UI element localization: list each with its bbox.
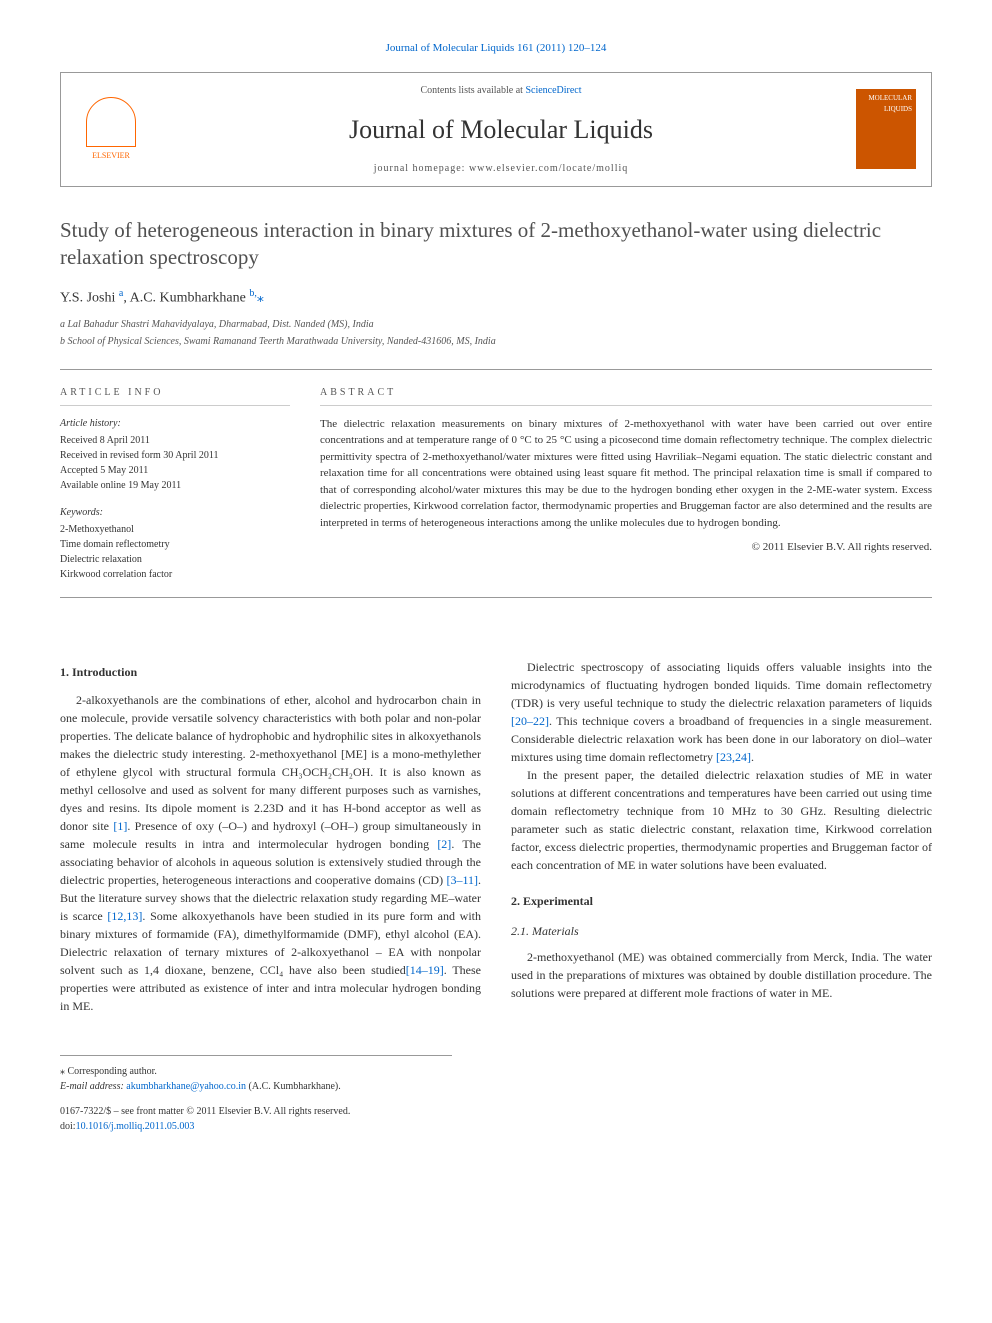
experimental-heading: 2. Experimental [511, 892, 932, 910]
email-line: E-mail address: akumbharkhane@yahoo.co.i… [60, 1079, 452, 1094]
info-abstract-row: ARTICLE INFO Article history: Received 8… [60, 369, 932, 598]
cover-text: MOLECULAR LIQUIDS [860, 93, 912, 114]
materials-heading: 2.1. Materials [511, 922, 932, 940]
email-link[interactable]: akumbharkhane@yahoo.co.in [126, 1081, 246, 1092]
affiliation-a: a Lal Bahadur Shastri Mahavidyalaya, Dha… [60, 317, 932, 332]
email-label: E-mail address: [60, 1081, 126, 1092]
abstract-heading: ABSTRACT [320, 385, 932, 406]
homepage-prefix: journal homepage: [374, 163, 469, 174]
doi-line: doi:10.1016/j.molliq.2011.05.003 [60, 1119, 452, 1134]
intro-p1a: 2-alkoxyethanols are the combinations of… [60, 693, 481, 833]
keyword-3: Dielectric relaxation [60, 552, 290, 567]
contents-prefix: Contents lists available at [420, 85, 525, 96]
author-2-aff: b, [249, 288, 257, 299]
ref-2[interactable]: [2] [437, 837, 451, 851]
history-accepted: Accepted 5 May 2011 [60, 463, 290, 478]
journal-name: Journal of Molecular Liquids [146, 110, 856, 149]
ref-3-11[interactable]: [3–11] [446, 873, 478, 887]
journal-cover-thumb: MOLECULAR LIQUIDS [856, 89, 916, 169]
keyword-2: Time domain reflectometry [60, 537, 290, 552]
abstract-copyright: © 2011 Elsevier B.V. All rights reserved… [320, 539, 932, 556]
ref-14-19[interactable]: [14–19] [406, 963, 444, 977]
history-block: Article history: Received 8 April 2011 R… [60, 416, 290, 493]
corresponding-note: ⁎ Corresponding author. [60, 1064, 452, 1079]
keywords-label: Keywords: [60, 505, 290, 520]
doi-link[interactable]: 10.1016/j.molliq.2011.05.003 [76, 1121, 195, 1132]
keyword-4: Kirkwood correlation factor [60, 567, 290, 582]
abstract-text: The dielectric relaxation measurements o… [320, 416, 932, 532]
abstract-column: ABSTRACT The dielectric relaxation measu… [320, 385, 932, 582]
intro-para-2: Dielectric spectroscopy of associating l… [511, 658, 932, 766]
author-1: Y.S. Joshi [60, 291, 119, 306]
doi-prefix: doi: [60, 1121, 76, 1132]
authors: Y.S. Joshi a, A.C. Kumbharkhane b,⁎ [60, 286, 932, 309]
intro-p2a: Dielectric spectroscopy of associating l… [511, 660, 932, 710]
journal-citation-link[interactable]: Journal of Molecular Liquids 161 (2011) … [60, 40, 932, 57]
history-received: Received 8 April 2011 [60, 433, 290, 448]
contents-line: Contents lists available at ScienceDirec… [146, 83, 856, 98]
affiliation-b: b School of Physical Sciences, Swami Ram… [60, 334, 932, 349]
history-label: Article history: [60, 416, 290, 431]
intro-para-1: 2-alkoxyethanols are the combinations of… [60, 691, 481, 1015]
history-online: Available online 19 May 2011 [60, 478, 290, 493]
ref-23-24[interactable]: [23,24] [716, 750, 751, 764]
email-suffix: (A.C. Kumbharkhane). [246, 1081, 341, 1092]
sciencedirect-link[interactable]: ScienceDirect [525, 85, 581, 96]
header-center: Contents lists available at ScienceDirec… [146, 83, 856, 176]
intro-heading: 1. Introduction [60, 663, 481, 681]
homepage-url[interactable]: www.elsevier.com/locate/molliq [469, 163, 628, 174]
homepage-line: journal homepage: www.elsevier.com/locat… [146, 161, 856, 176]
materials-para: 2-methoxyethanol (ME) was obtained comme… [511, 948, 932, 1002]
elsevier-label: ELSEVIER [92, 150, 130, 162]
intro-para-3: In the present paper, the detailed diele… [511, 766, 932, 874]
ref-1[interactable]: [1] [113, 819, 127, 833]
ref-20-22[interactable]: [20–22] [511, 714, 549, 728]
keyword-1: 2-Methoxyethanol [60, 522, 290, 537]
elsevier-tree-icon [86, 97, 136, 147]
elsevier-logo: ELSEVIER [76, 89, 146, 169]
intro-p2c: . [751, 750, 754, 764]
journal-header: ELSEVIER Contents lists available at Sci… [60, 72, 932, 187]
article-title: Study of heterogeneous interaction in bi… [60, 217, 932, 272]
footer-block: ⁎ Corresponding author. E-mail address: … [60, 1055, 452, 1134]
keywords-block: Keywords: 2-Methoxyethanol Time domain r… [60, 505, 290, 582]
body-text: 1. Introduction 2-alkoxyethanols are the… [60, 658, 932, 1015]
corresponding-mark: ⁎ [257, 291, 264, 306]
article-info-heading: ARTICLE INFO [60, 385, 290, 406]
affiliations: a Lal Bahadur Shastri Mahavidyalaya, Dha… [60, 317, 932, 349]
article-info: ARTICLE INFO Article history: Received 8… [60, 385, 290, 582]
front-matter: 0167-7322/$ – see front matter © 2011 El… [60, 1104, 452, 1119]
ref-12-13[interactable]: [12,13] [107, 909, 142, 923]
history-revised: Received in revised form 30 April 2011 [60, 448, 290, 463]
author-2: A.C. Kumbharkhane [130, 291, 250, 306]
